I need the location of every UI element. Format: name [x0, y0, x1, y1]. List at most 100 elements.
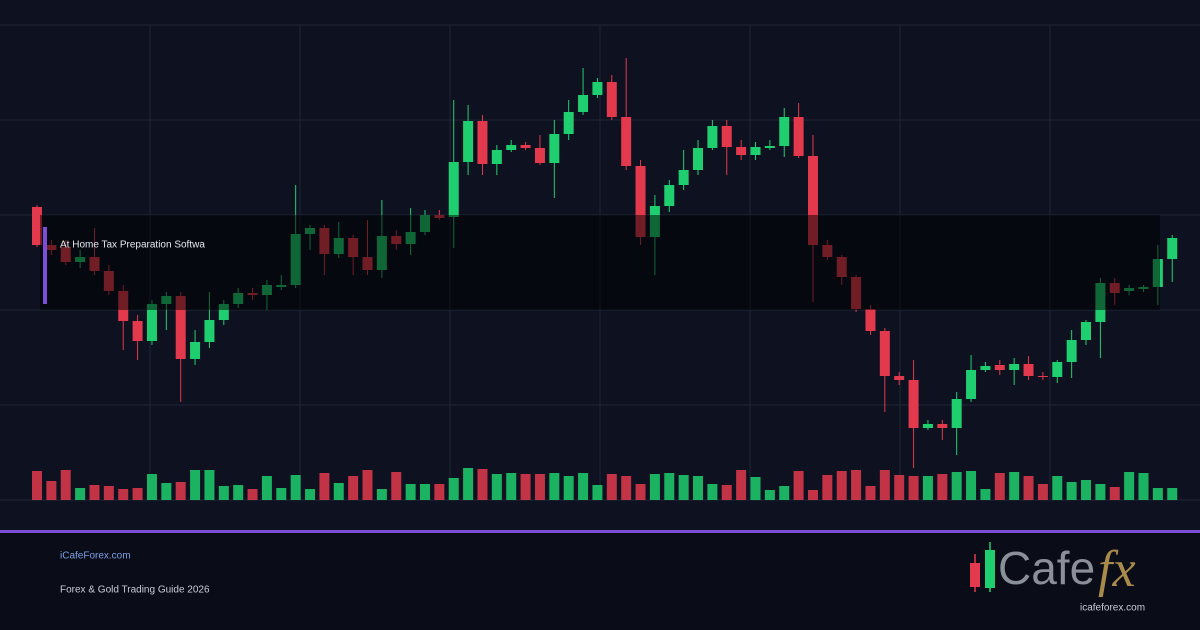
- volume-bar: [1052, 476, 1063, 500]
- candle-body: [534, 148, 545, 163]
- volume-bar: [319, 473, 330, 500]
- volume-bar: [764, 490, 775, 500]
- volume-bar: [261, 476, 272, 500]
- candle-body: [764, 146, 775, 148]
- logo: Cafe fx icafeforex.com: [970, 541, 1145, 614]
- volume-bar: [233, 485, 244, 500]
- volume-bar: [865, 486, 876, 500]
- logo-accent: fx: [1098, 541, 1136, 598]
- volume-bar: [621, 476, 632, 500]
- volume-bar: [563, 476, 574, 500]
- candle-body: [1167, 238, 1178, 259]
- candle-body: [204, 320, 215, 342]
- volume-bar: [1138, 473, 1149, 500]
- volume-bar: [807, 490, 818, 500]
- volume-bar: [405, 484, 416, 500]
- logo-candle: [985, 550, 995, 588]
- candle-body: [879, 331, 890, 376]
- candle-body: [146, 304, 157, 341]
- volume-bar: [1095, 484, 1106, 500]
- volume-bar: [60, 470, 71, 500]
- candle-body: [563, 112, 574, 134]
- candle-body: [506, 145, 517, 150]
- volume-bars: [32, 468, 1178, 500]
- volume-bar: [434, 484, 445, 500]
- volume-bar: [247, 489, 258, 500]
- volume-bar: [477, 469, 488, 500]
- volume-bar: [534, 474, 545, 500]
- volume-bar: [175, 482, 186, 500]
- candle-body: [578, 95, 589, 112]
- volume-bar: [549, 473, 560, 500]
- volume-bar: [851, 470, 862, 500]
- volume-bar: [1037, 484, 1048, 500]
- candle-body: [1052, 362, 1063, 377]
- volume-bar: [506, 473, 517, 500]
- volume-bar: [937, 474, 948, 500]
- volume-bar: [966, 471, 977, 500]
- candle-body: [750, 147, 761, 155]
- candle-body: [218, 304, 229, 320]
- volume-bar: [635, 484, 646, 500]
- volume-bar: [32, 471, 42, 500]
- candle-body: [1009, 364, 1020, 370]
- candle-body: [865, 309, 876, 331]
- candle-body: [132, 321, 143, 341]
- volume-bar: [908, 476, 919, 500]
- volume-bar: [693, 476, 704, 500]
- logo-candle: [970, 563, 980, 587]
- volume-bar: [736, 470, 747, 500]
- candle-body: [477, 121, 488, 164]
- volume-bar: [980, 489, 991, 500]
- volume-bar: [578, 473, 589, 500]
- candle-body: [793, 117, 804, 156]
- volume-bar: [592, 485, 603, 500]
- overlay-label: At Home Tax Preparation Softwa: [60, 240, 205, 251]
- volume-bar: [448, 478, 459, 500]
- volume-bar: [190, 470, 201, 500]
- candle-body: [549, 134, 560, 163]
- volume-bar: [75, 488, 86, 500]
- candle-body: [621, 117, 632, 166]
- candle-body: [707, 126, 718, 148]
- volume-bar: [161, 483, 172, 500]
- candle-body: [966, 370, 977, 399]
- candle-body: [32, 207, 42, 245]
- logo-url: icafeforex.com: [1080, 603, 1145, 614]
- candle-body: [678, 170, 689, 185]
- candle-body: [491, 150, 502, 164]
- candle-body: [606, 82, 617, 117]
- candle-body: [635, 166, 646, 237]
- candle-body: [922, 424, 933, 428]
- candle-body: [779, 117, 790, 146]
- label-overlay: [40, 215, 1160, 310]
- volume-bar: [951, 472, 962, 500]
- volume-bar: [103, 486, 114, 500]
- volume-bar: [836, 471, 847, 500]
- candle-body: [1081, 322, 1092, 340]
- volume-bar: [463, 468, 474, 500]
- volume-bar: [649, 474, 660, 500]
- candle-body: [1023, 364, 1034, 376]
- candle-body: [448, 162, 459, 217]
- volume-bar: [1081, 480, 1092, 500]
- volume-bar: [707, 484, 718, 500]
- volume-bar: [1109, 487, 1120, 500]
- volume-bar: [348, 476, 359, 500]
- candle-body: [908, 380, 919, 428]
- candle-body: [693, 148, 704, 170]
- volume-bar: [879, 470, 890, 500]
- candle-body: [937, 424, 948, 428]
- volume-bar: [491, 474, 502, 500]
- volume-bar: [362, 470, 373, 500]
- volume-bar: [218, 486, 229, 500]
- divider: [0, 530, 1200, 533]
- volume-bar: [376, 489, 387, 500]
- volume-bar: [46, 481, 57, 500]
- volume-bar: [132, 488, 143, 500]
- volume-bar: [793, 471, 804, 500]
- volume-bar: [922, 476, 933, 500]
- volume-bar: [391, 472, 402, 500]
- candle-body: [520, 145, 531, 148]
